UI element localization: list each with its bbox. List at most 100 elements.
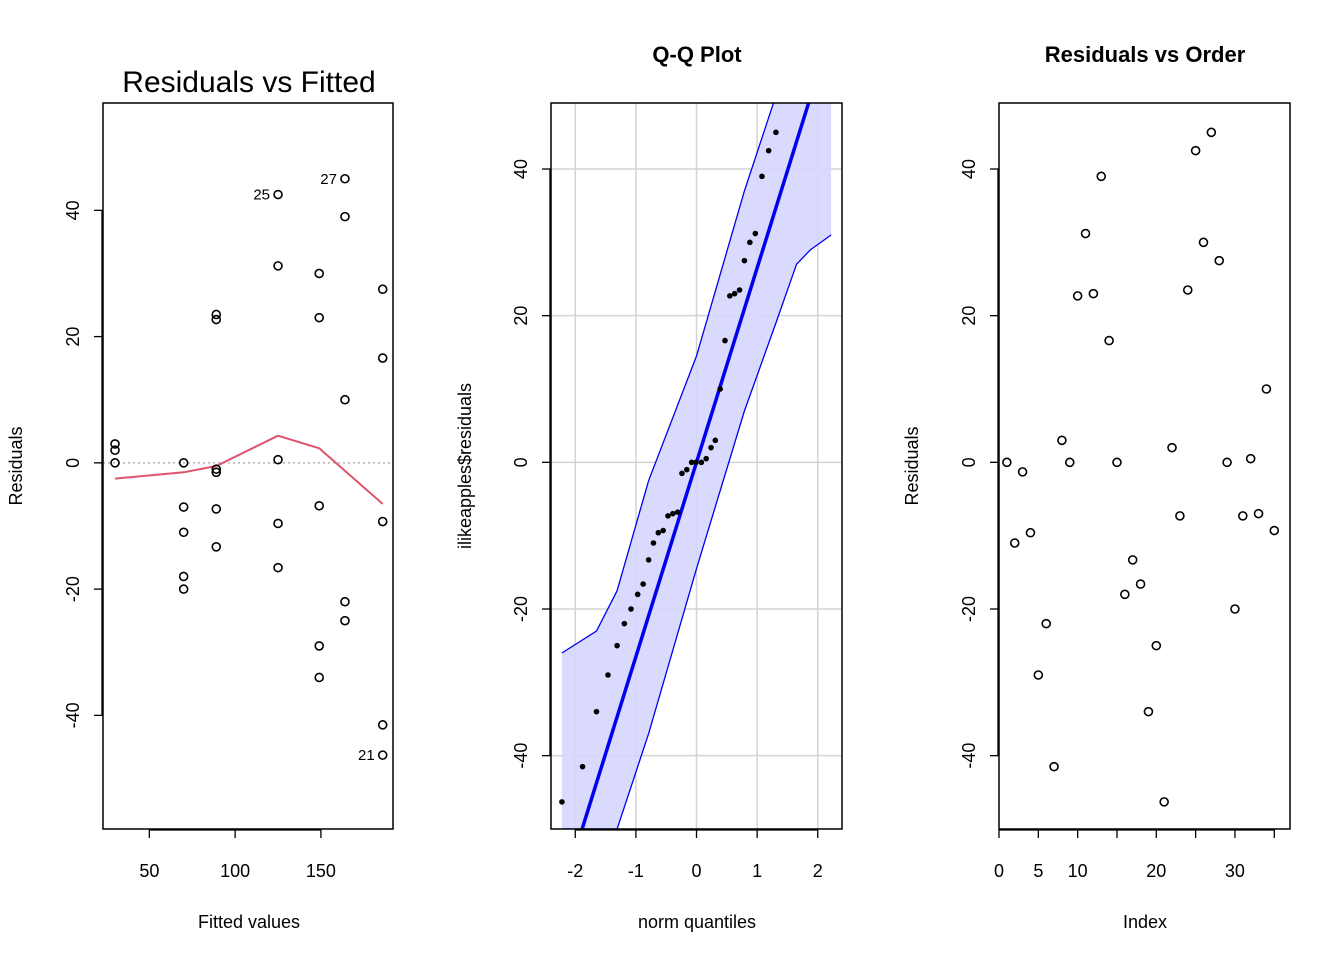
p2-quantile-point: [737, 287, 743, 293]
p3-xlabel: Index: [1123, 912, 1167, 932]
p2-quantile-point: [675, 509, 681, 515]
p1-outlier-label: 21: [358, 747, 375, 764]
p3-residual-point: [1105, 337, 1113, 345]
p2-quantile-point: [594, 709, 600, 715]
p2-y-tick-label: -40: [511, 743, 531, 769]
p3-y-tick-label: -20: [959, 596, 979, 622]
p3-residual-point: [1042, 620, 1050, 628]
p2-x-tick-label: -2: [567, 861, 583, 881]
p1-residual-point: [315, 673, 323, 681]
p1-residual-point: [315, 642, 323, 650]
p3-residual-point: [1026, 529, 1034, 537]
p1-smoother-line: [115, 436, 383, 504]
p1-y-tick-label: 20: [63, 327, 83, 347]
p2-quantile-point: [742, 258, 748, 264]
p2-quantile-point: [703, 456, 709, 462]
p1-x-tick-label: 50: [139, 861, 159, 881]
p2-plot-area: [551, 0, 842, 929]
p2-title: Q-Q Plot: [652, 42, 742, 67]
p2-quantile-point: [635, 592, 641, 598]
p1-residual-point: [180, 572, 188, 580]
p3-residual-point: [1089, 290, 1097, 298]
p3-residual-point: [1152, 642, 1160, 650]
p2-quantile-point: [753, 231, 759, 237]
p2-quantile-point: [614, 643, 620, 649]
p3-title: Residuals vs Order: [1045, 42, 1246, 67]
p3-residual-point: [1113, 458, 1121, 466]
p2-quantile-point: [699, 460, 705, 466]
p3-residual-point: [1082, 230, 1090, 238]
p1-ylabel: Residuals: [6, 426, 26, 505]
p2-quantile-point: [679, 471, 685, 477]
p1-residual-point: [341, 617, 349, 625]
p2-x-tick-label: 2: [813, 861, 823, 881]
p2-quantile-point: [684, 467, 690, 473]
qq-plot-panel: Q-Q Plot norm quantiles ilikeapples$resi…: [455, 0, 842, 932]
p3-ylabel: Residuals: [902, 426, 922, 505]
p1-residual-point: [212, 316, 220, 324]
p1-y-tick-label: -40: [63, 702, 83, 728]
residuals-vs-order-panel: Residuals vs Order Index Residuals -40-2…: [902, 42, 1290, 932]
p1-title: Residuals vs Fitted: [122, 66, 375, 99]
p1-residual-point: [379, 354, 387, 362]
p3-residual-point: [1121, 590, 1129, 598]
p1-outlier-label: 27: [320, 171, 337, 188]
p3-residual-point: [1184, 286, 1192, 294]
p2-quantile-point: [656, 530, 662, 536]
p1-residual-point: [341, 396, 349, 404]
p3-residual-point: [1176, 512, 1184, 520]
p2-quantile-point: [727, 293, 733, 299]
p1-residual-point: [379, 751, 387, 759]
p1-residual-point: [274, 564, 282, 572]
p3-residual-point: [1199, 238, 1207, 246]
p3-residual-point: [1144, 708, 1152, 716]
p1-residual-point: [341, 175, 349, 183]
p2-quantile-point: [722, 338, 728, 344]
p1-residual-point: [315, 314, 323, 322]
p3-residual-point: [1058, 436, 1066, 444]
p2-quantile-point: [693, 460, 699, 466]
p3-residual-point: [1215, 257, 1223, 265]
p3-residual-point: [1231, 605, 1239, 613]
p2-quantile-point: [660, 528, 666, 534]
p1-residual-point: [274, 262, 282, 270]
p2-xlabel: norm quantiles: [638, 912, 756, 932]
p3-residual-point: [1223, 458, 1231, 466]
p1-x-tick-label: 150: [306, 861, 336, 881]
p3-residual-point: [1247, 455, 1255, 463]
p1-x-tick-label: 100: [220, 861, 250, 881]
p2-quantile-point: [747, 240, 753, 246]
p1-residual-point: [379, 518, 387, 526]
p2-quantile-point: [670, 511, 676, 517]
p3-residual-point: [1074, 292, 1082, 300]
residuals-vs-fitted-panel: Residuals vs Fitted Fitted values Residu…: [6, 66, 393, 932]
p1-residual-point: [274, 191, 282, 199]
p3-residual-point: [1168, 444, 1176, 452]
p3-plot-frame: [999, 103, 1290, 829]
p1-residual-point: [212, 543, 220, 551]
p3-y-tick-label: 0: [959, 457, 979, 467]
p3-x-tick-label: 30: [1225, 861, 1245, 881]
p1-residual-point: [180, 585, 188, 593]
p2-quantile-point: [759, 174, 765, 180]
p3-residual-point: [1137, 580, 1145, 588]
p2-quantile-point: [717, 386, 723, 392]
p2-x-tick-label: 1: [752, 861, 762, 881]
p2-quantile-point: [712, 438, 718, 444]
p1-xlabel: Fitted values: [198, 912, 300, 932]
p1-residual-point: [379, 285, 387, 293]
p1-y-tick-label: -20: [63, 576, 83, 602]
p3-x-tick-label: 5: [1033, 861, 1043, 881]
p1-residual-point: [111, 459, 119, 467]
p3-residual-point: [1239, 512, 1247, 520]
p1-outlier-label: 25: [253, 187, 270, 204]
p2-quantile-point: [628, 606, 634, 612]
p3-residual-point: [1270, 527, 1278, 535]
p1-residual-point: [379, 721, 387, 729]
p2-quantile-point: [559, 799, 565, 805]
p2-quantile-point: [732, 291, 738, 297]
p2-quantile-point: [580, 764, 586, 770]
p2-quantile-point: [773, 130, 779, 136]
p2-y-tick-label: 0: [511, 457, 531, 467]
p2-ylabel: ilikeapples$residuals: [455, 383, 475, 549]
